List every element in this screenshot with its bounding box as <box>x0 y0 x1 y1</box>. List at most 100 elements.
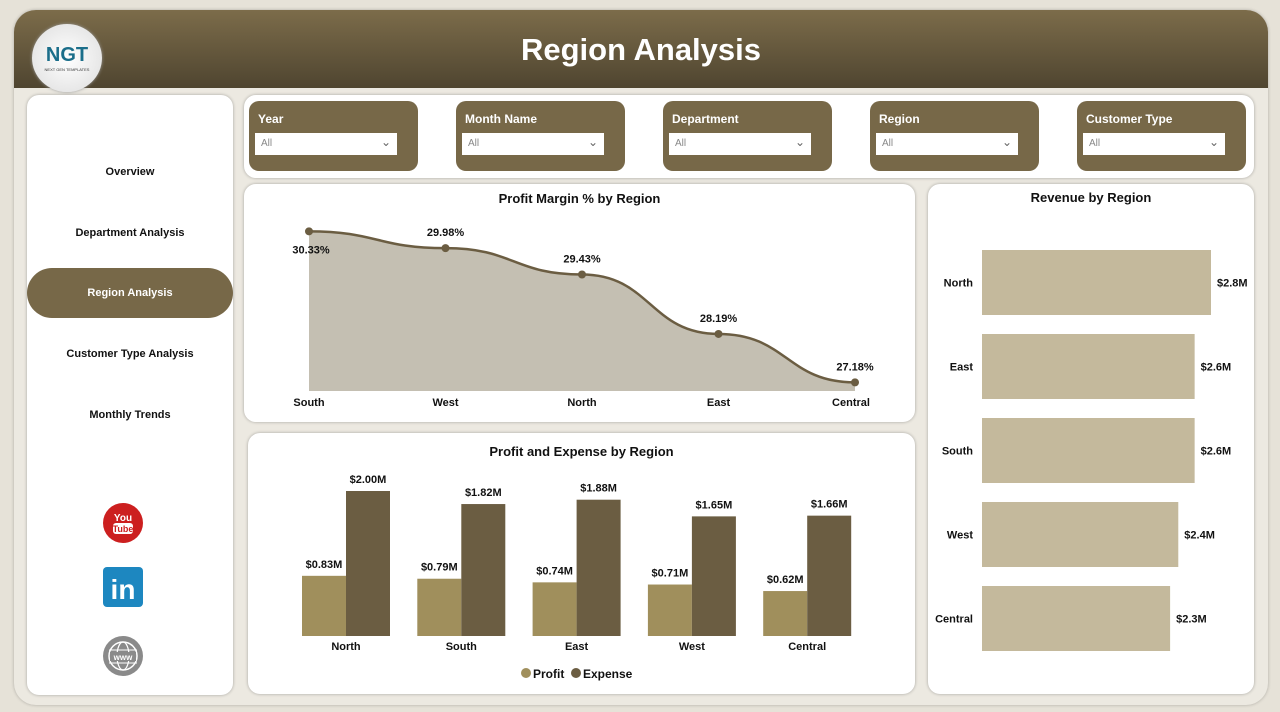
filter-dropdown[interactable]: All ⌄ <box>462 133 604 155</box>
data-label: 29.43% <box>563 254 601 266</box>
x-tick-label: North <box>567 397 597 409</box>
filter-value: All <box>468 138 480 149</box>
filter-value: All <box>675 138 687 149</box>
y-tick-label: South <box>942 446 973 458</box>
data-label: $0.74M <box>536 565 573 577</box>
chevron-down-icon: ⌄ <box>1208 135 1219 149</box>
area-fill <box>309 231 855 391</box>
svg-text:www: www <box>113 653 133 662</box>
expense-bar <box>576 499 621 636</box>
y-tick-label: West <box>947 530 973 542</box>
x-tick-label: Central <box>788 641 826 653</box>
data-label: $1.66M <box>811 499 848 511</box>
data-label: $0.83M <box>306 559 343 571</box>
expense-bar <box>346 491 390 636</box>
nav-overview[interactable]: Overview <box>105 166 155 178</box>
x-tick-label: East <box>707 397 731 409</box>
chart-title: Revenue by Region <box>1030 190 1152 205</box>
filter-dropdown[interactable]: All ⌄ <box>669 133 811 155</box>
chevron-down-icon: ⌄ <box>587 135 598 149</box>
data-label: 29.98% <box>427 227 465 239</box>
page-title: Region Analysis <box>520 32 762 67</box>
filter-dropdown[interactable]: All ⌄ <box>1083 133 1225 155</box>
y-tick-label: Central <box>935 614 973 626</box>
revenue-chart-panel: Revenue by Region $2.8M North $2.6M East $2.… <box>928 184 1254 694</box>
filter-label: Customer Type <box>1086 112 1173 126</box>
y-tick-label: North <box>944 278 974 290</box>
x-tick-label: Central <box>832 397 870 409</box>
profit-margin-area-chart: 30.33% South 29.98% West 29.43% North 28.19% Ea… <box>292 227 874 409</box>
revenue-bar <box>982 502 1179 567</box>
data-label: $0.71M <box>652 568 689 580</box>
revenue-bar <box>982 250 1211 315</box>
data-label: $2.8M <box>1217 278 1248 290</box>
expense-bar <box>461 504 506 636</box>
data-point <box>441 244 450 253</box>
chevron-down-icon: ⌄ <box>1001 135 1012 149</box>
chart-title: Profit and Expense by Region <box>489 444 674 459</box>
data-point <box>851 378 859 387</box>
x-tick-label: South <box>446 641 477 653</box>
chevron-down-icon: ⌄ <box>380 135 391 149</box>
header-bar: Region Analysis NGT NEXT GEN TEMPLATES <box>14 10 1268 92</box>
nav-region-analysis[interactable]: Region Analysis <box>27 268 233 318</box>
www-globe-icon[interactable]: www <box>103 636 143 676</box>
filter-month-name: Month Name All ⌄ <box>456 101 625 171</box>
data-label: $2.6M <box>1201 446 1232 458</box>
revenue-bar <box>982 418 1195 483</box>
data-label: 30.33% <box>292 244 330 256</box>
nav-customer-type-analysis[interactable]: Customer Type Analysis <box>66 348 194 360</box>
filter-region: Region All ⌄ <box>870 101 1039 171</box>
revenue-bar-chart: $2.8M North $2.6M East $2.6M South $2.4M West $2… <box>935 250 1248 651</box>
filter-value: All <box>882 138 894 149</box>
sidebar: Overview Department Analysis Region Anal… <box>27 95 233 695</box>
linkedin-icon[interactable]: in <box>103 567 143 607</box>
filter-label: Year <box>258 112 284 126</box>
profit-expense-bar-chart: $0.83M $2.00M North $0.79M $1.82M South $0.74M… <box>302 474 852 681</box>
chevron-down-icon: ⌄ <box>794 135 805 149</box>
nav-department-analysis[interactable]: Department Analysis <box>75 227 185 239</box>
y-tick-label: East <box>950 362 974 374</box>
legend-label: Profit <box>533 667 564 681</box>
data-label: $1.65M <box>696 499 733 511</box>
data-point <box>714 329 723 338</box>
chart-title: Profit Margin % by Region <box>498 191 661 206</box>
revenue-bar <box>982 334 1195 399</box>
filter-label: Region <box>879 112 920 126</box>
filter-label: Month Name <box>465 112 537 126</box>
profit-margin-chart-panel: Profit Margin % by Region 30.33% South 29.… <box>244 184 915 422</box>
data-label: $2.6M <box>1201 362 1232 374</box>
profit-bar <box>532 582 577 636</box>
filter-dropdown[interactable]: All ⌄ <box>876 133 1018 155</box>
data-point <box>305 227 313 236</box>
x-tick-label: West <box>679 641 705 653</box>
x-tick-label: North <box>331 641 361 653</box>
data-label: $1.82M <box>465 487 502 499</box>
x-tick-label: South <box>293 397 324 409</box>
filter-year: Year All ⌄ <box>249 101 418 171</box>
filter-customer-type: Customer Type All ⌄ <box>1077 101 1246 171</box>
x-tick-label: East <box>565 641 589 653</box>
svg-text:Tube: Tube <box>113 524 134 534</box>
x-tick-label: West <box>432 397 458 409</box>
legend-swatch <box>521 668 531 678</box>
profit-bar <box>302 575 346 636</box>
expense-bar <box>691 516 736 636</box>
expense-bar <box>807 515 852 636</box>
data-label: $1.88M <box>580 483 617 495</box>
profit-expense-chart-panel: Profit and Expense by Region $0.83M $2.00… <box>248 433 915 694</box>
data-label: $0.62M <box>767 574 804 586</box>
data-label: 27.18% <box>836 361 874 373</box>
profit-bar <box>647 584 692 636</box>
nav-monthly-trends[interactable]: Monthly Trends <box>89 409 171 421</box>
profit-bar <box>417 578 462 636</box>
profit-bar <box>763 591 808 636</box>
data-label: $0.79M <box>421 562 458 574</box>
svg-text:in: in <box>111 574 136 605</box>
filter-value: All <box>1089 138 1101 149</box>
filter-dropdown[interactable]: All ⌄ <box>255 133 397 155</box>
legend-swatch <box>571 668 581 678</box>
revenue-bar <box>982 586 1171 651</box>
filter-department: Department All ⌄ <box>663 101 832 171</box>
